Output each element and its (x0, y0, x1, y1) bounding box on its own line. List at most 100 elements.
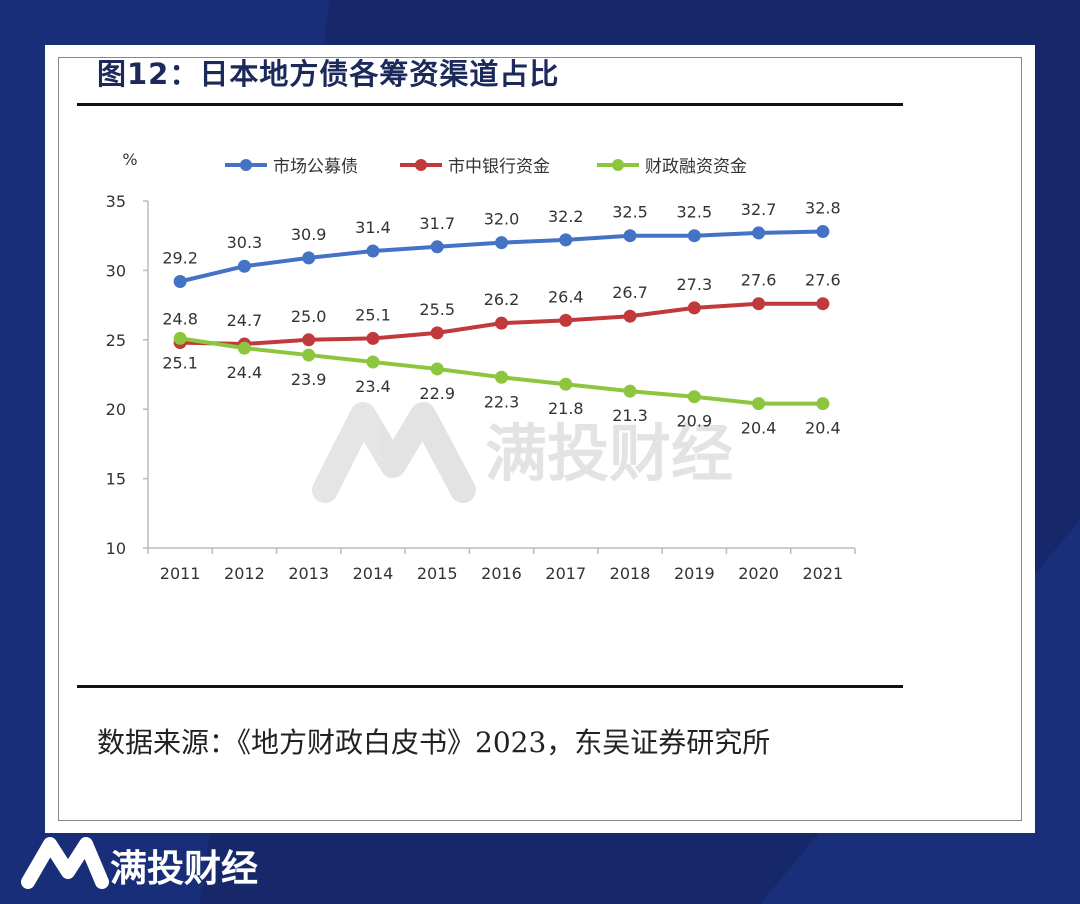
data-point (173, 331, 187, 345)
data-label: 31.7 (419, 214, 455, 233)
x-tick-label: 2017 (545, 564, 586, 583)
y-tick-label: 35 (106, 192, 126, 211)
y-tick-label: 20 (106, 400, 126, 419)
x-tick-label: 2016 (481, 564, 522, 583)
footer-logo (21, 837, 109, 889)
data-label: 21.3 (612, 406, 648, 425)
x-tick-label: 2020 (738, 564, 779, 583)
data-point (687, 229, 701, 243)
data-point (752, 297, 766, 311)
data-point (495, 370, 508, 384)
data-label: 21.8 (548, 399, 584, 418)
y-tick-label: 30 (106, 261, 126, 280)
data-label: 24.4 (227, 363, 263, 382)
data-point (430, 326, 444, 340)
x-tick-label: 2012 (224, 564, 265, 583)
data-label: 27.6 (741, 271, 777, 290)
data-label: 25.0 (291, 307, 327, 326)
data-point (430, 240, 444, 254)
data-point (752, 397, 766, 411)
data-point (366, 331, 380, 345)
legend-entry: 市中银行资金 (448, 157, 550, 177)
data-label: 24.8 (162, 310, 198, 329)
watermark-text: 满投财经 (485, 417, 733, 490)
data-label: 27.3 (677, 275, 713, 294)
data-label: 20.4 (805, 419, 841, 438)
data-point (237, 341, 251, 355)
x-tick-label: 2014 (353, 564, 394, 583)
legend-entry: 市场公募债 (273, 157, 358, 177)
data-label: 26.4 (548, 287, 584, 306)
data-point (430, 362, 444, 376)
data-point (302, 251, 316, 265)
data-point (816, 397, 830, 411)
data-label: 27.6 (805, 271, 841, 290)
data-label: 31.4 (355, 218, 391, 237)
data-label: 24.7 (227, 311, 263, 330)
data-label: 30.9 (291, 225, 327, 244)
title-divider (77, 103, 903, 106)
data-point (495, 316, 508, 330)
x-tick-label: 2015 (417, 564, 458, 583)
data-label: 22.9 (419, 384, 455, 403)
y-tick-label: 15 (106, 470, 126, 489)
y-unit-label: % (122, 150, 137, 169)
data-point (366, 244, 380, 258)
data-label: 26.7 (612, 283, 648, 302)
data-label: 20.9 (677, 412, 713, 431)
x-tick-label: 2011 (160, 564, 201, 583)
data-point (559, 313, 573, 327)
y-tick-label: 25 (106, 331, 126, 350)
data-point (173, 275, 187, 289)
x-tick-label: 2019 (674, 564, 715, 583)
data-label: 23.4 (355, 377, 391, 396)
data-label: 25.1 (162, 353, 198, 372)
data-point (302, 333, 316, 347)
watermark: 满投财经 (312, 402, 733, 503)
data-label: 26.2 (484, 290, 520, 309)
legend-swatch-marker (612, 159, 624, 171)
data-label: 22.3 (484, 392, 520, 411)
data-label: 32.5 (612, 203, 648, 222)
x-tick-label: 2018 (610, 564, 651, 583)
chart-axes: 10 15 20 25 30 35% 2011 2012 2013 2014 2015 2016 201… (106, 150, 856, 583)
legend-swatch-marker (415, 159, 427, 171)
data-point (237, 259, 251, 273)
data-label: 20.4 (741, 419, 777, 438)
data-label: 30.3 (227, 233, 263, 252)
data-point (495, 236, 508, 250)
figure-title: 图12：日本地方债各筹资渠道占比 (97, 57, 560, 91)
data-label: 25.1 (355, 305, 391, 324)
data-point (623, 309, 637, 323)
data-point (816, 297, 830, 311)
data-label: 29.2 (162, 249, 198, 268)
x-tick-label: 2021 (803, 564, 844, 583)
data-point (816, 225, 830, 239)
chart-legend: 市场公募债 市中银行资金 财政融资资金 (225, 157, 747, 177)
y-tick-label: 10 (106, 539, 126, 558)
legend-swatch-marker (240, 159, 252, 171)
data-point (366, 355, 380, 369)
figure-frame (58, 57, 1022, 821)
source-divider (77, 685, 903, 688)
footer-brand: 满投财经 (110, 847, 258, 890)
x-tick-label: 2013 (288, 564, 329, 583)
data-point (559, 233, 573, 247)
data-point (623, 229, 637, 243)
data-label: 32.0 (484, 210, 520, 229)
data-label: 25.5 (419, 300, 455, 319)
data-label: 32.8 (805, 199, 841, 218)
chart-series: 29.2 30.3 30.9 31.4 31.7 32.0 32.2 32.5 32.5 32.7… (162, 199, 840, 438)
figure-card: 图12：日本地方债各筹资渠道占比 满投财经 10 15 20 25 30 35% 2011 2… (45, 45, 1035, 833)
line-chart: 满投财经 10 15 20 25 30 35% 2011 2012 2013 2014 2015 20… (106, 150, 856, 583)
legend-entry: 财政融资资金 (645, 157, 747, 177)
m-logo-icon (21, 837, 109, 889)
data-label: 23.9 (291, 370, 327, 389)
data-label: 32.5 (677, 203, 713, 222)
data-point (687, 390, 701, 404)
data-point (687, 301, 701, 315)
data-point (752, 226, 766, 240)
data-point (302, 348, 316, 362)
m-logo-icon (312, 402, 476, 503)
data-point (623, 384, 637, 398)
